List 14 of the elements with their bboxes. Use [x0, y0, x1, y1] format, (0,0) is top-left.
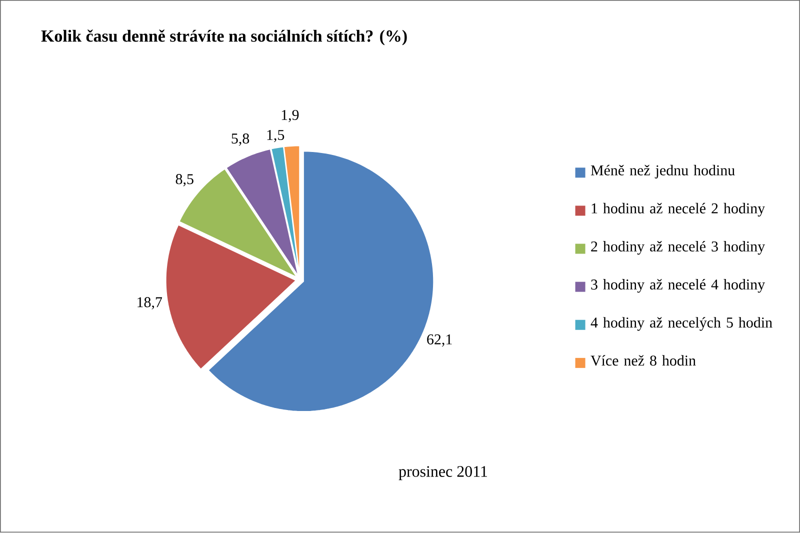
- legend-label: Méně než jednu hodinu: [590, 165, 735, 179]
- chart-title: Kolik času denně strávíte na sociálních sítích? (%): [41, 30, 407, 46]
- data-label: 8,5: [176, 174, 194, 187]
- legend-label: 1 hodinu až necelé 2 hodiny: [592, 203, 765, 217]
- legend-label: 4 hodiny až necelých 5 hodin: [590, 317, 772, 331]
- data-label: 1,9: [282, 110, 299, 122]
- data-label: 18,7: [138, 297, 162, 310]
- data-label: 5,8: [232, 134, 250, 146]
- data-label: 1,5: [267, 130, 284, 142]
- legend-label: 2 hodiny až necelé 3 hodiny: [591, 241, 765, 255]
- legend-label: Více než 8 hodin: [590, 355, 696, 366]
- legend-label: 3 hodiny až necelé 4 hodiny: [591, 279, 765, 293]
- data-label: 62,1: [427, 334, 452, 347]
- text: prosinec 2011: [398, 466, 487, 480]
